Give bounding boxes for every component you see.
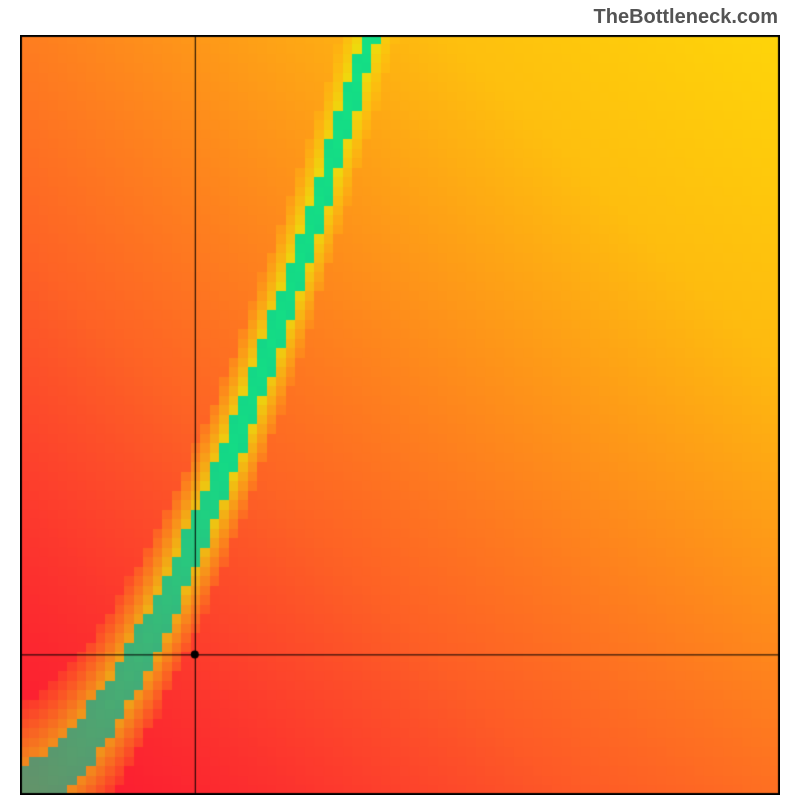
- bottleneck-heatmap: [20, 35, 780, 795]
- watermark-text: TheBottleneck.com: [594, 6, 778, 29]
- heatmap-wrapper: [20, 35, 780, 795]
- chart-container: TheBottleneck.com: [0, 0, 800, 800]
